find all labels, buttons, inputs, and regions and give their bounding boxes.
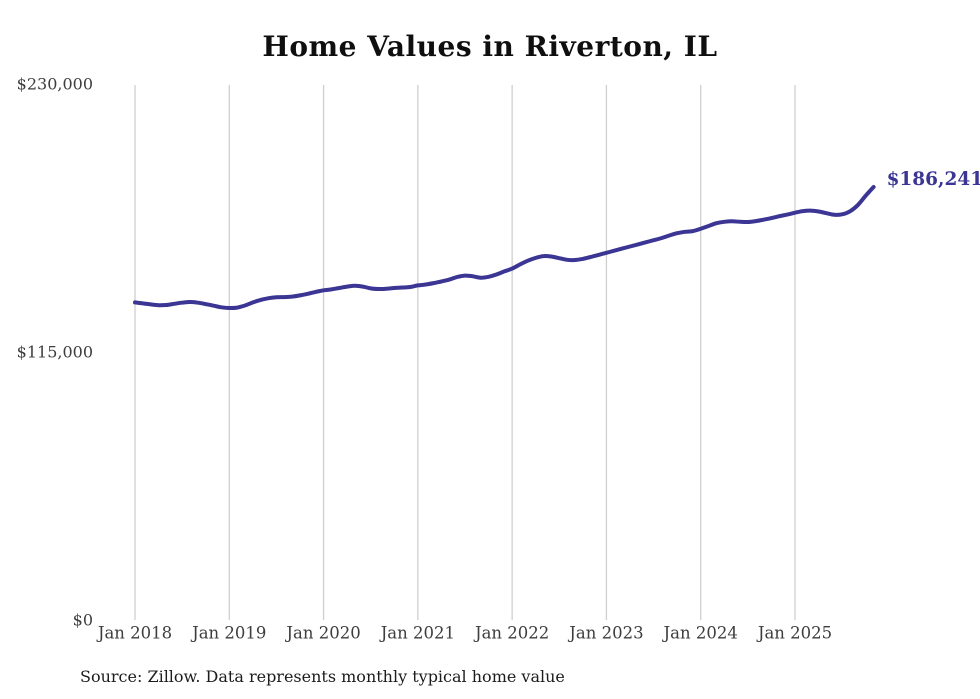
chart-title: Home Values in Riverton, IL bbox=[262, 30, 718, 63]
x-axis-label: Jan 2019 bbox=[190, 624, 266, 643]
source-note: Source: Zillow. Data represents monthly … bbox=[80, 667, 565, 686]
x-axis-label: Jan 2018 bbox=[96, 624, 172, 643]
value-line bbox=[133, 185, 876, 311]
latest-value-label: $186,241 bbox=[887, 169, 980, 190]
x-axis-label: Jan 2025 bbox=[756, 624, 832, 643]
y-axis-label: $230,000 bbox=[17, 75, 93, 94]
x-axis-label: Jan 2024 bbox=[662, 624, 738, 643]
y-axis-label: $115,000 bbox=[17, 343, 93, 362]
x-axis-label: Jan 2023 bbox=[567, 624, 643, 643]
x-axis-label: Jan 2022 bbox=[473, 624, 549, 643]
x-axis-label: Jan 2020 bbox=[284, 624, 360, 643]
y-axis-label: $0 bbox=[73, 611, 93, 630]
x-axis-label: Jan 2021 bbox=[379, 624, 455, 643]
